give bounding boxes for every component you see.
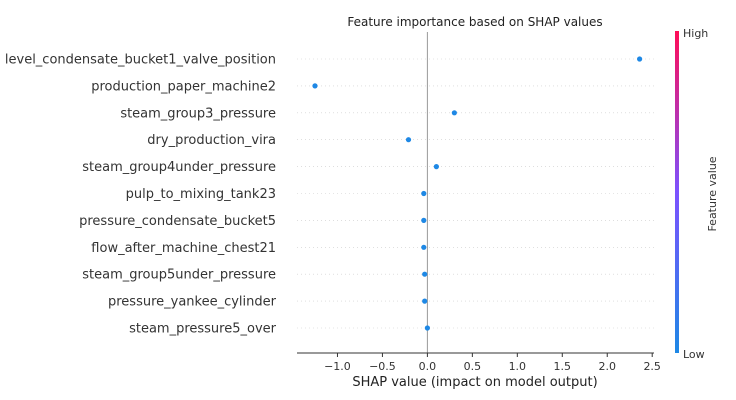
x-axis-label: SHAP value (impact on model output) [352,375,597,390]
shap-point [433,164,439,170]
feature-label: steam_pressure5_over [129,322,277,337]
feature-label: production_paper_machine2 [91,79,276,94]
colorbar-low-label: Low [683,348,705,361]
feature-label: pressure_condensate_bucket5 [79,214,276,229]
shap-point [422,298,428,304]
colorbar-title: Feature value [706,156,719,231]
feature-label: level_condensate_bucket1_valve_position [5,53,276,68]
x-tick-label: 2.0 [598,360,616,373]
feature-labels: level_condensate_bucket1_valve_positionp… [5,53,277,337]
grid-layer [297,58,654,329]
shap-point [422,271,428,277]
shap-point [405,137,412,143]
shap-point [637,56,643,62]
x-tick-label: 1.0 [509,360,527,373]
colorbar [675,31,679,353]
x-tick-label: 1.5 [554,360,572,373]
feature-label: pulp_to_mixing_tank23 [126,187,276,202]
shap-point [421,190,427,197]
feature-label: steam_group4under_pressure [82,160,276,175]
shap-point [451,110,457,116]
feature-label: pressure_yankee_cylinder [108,295,277,310]
feature-label: flow_after_machine_chest21 [91,241,276,256]
shap-point [421,244,427,250]
x-tick-label: 2.5 [643,360,661,373]
colorbar-high-label: High [683,27,708,40]
x-tick-label: 0.5 [464,360,482,373]
feature-label: steam_group5under_pressure [82,268,276,283]
shap-point [424,325,430,331]
feature-label: dry_production_vira [147,133,276,148]
x-tick-label: 0.0 [419,360,437,373]
chart-title: Feature importance based on SHAP values [347,15,602,29]
shap-points [312,56,643,331]
x-axis-ticks: −1.0 −0.5 0.0 0.5 1.0 1.5 2.0 2.5 [324,353,661,373]
x-tick-label: −0.5 [369,360,396,373]
shap-point [312,83,318,89]
x-tick-label: −1.0 [324,360,351,373]
feature-label: steam_group3_pressure [120,106,276,121]
shap-point [421,217,427,223]
